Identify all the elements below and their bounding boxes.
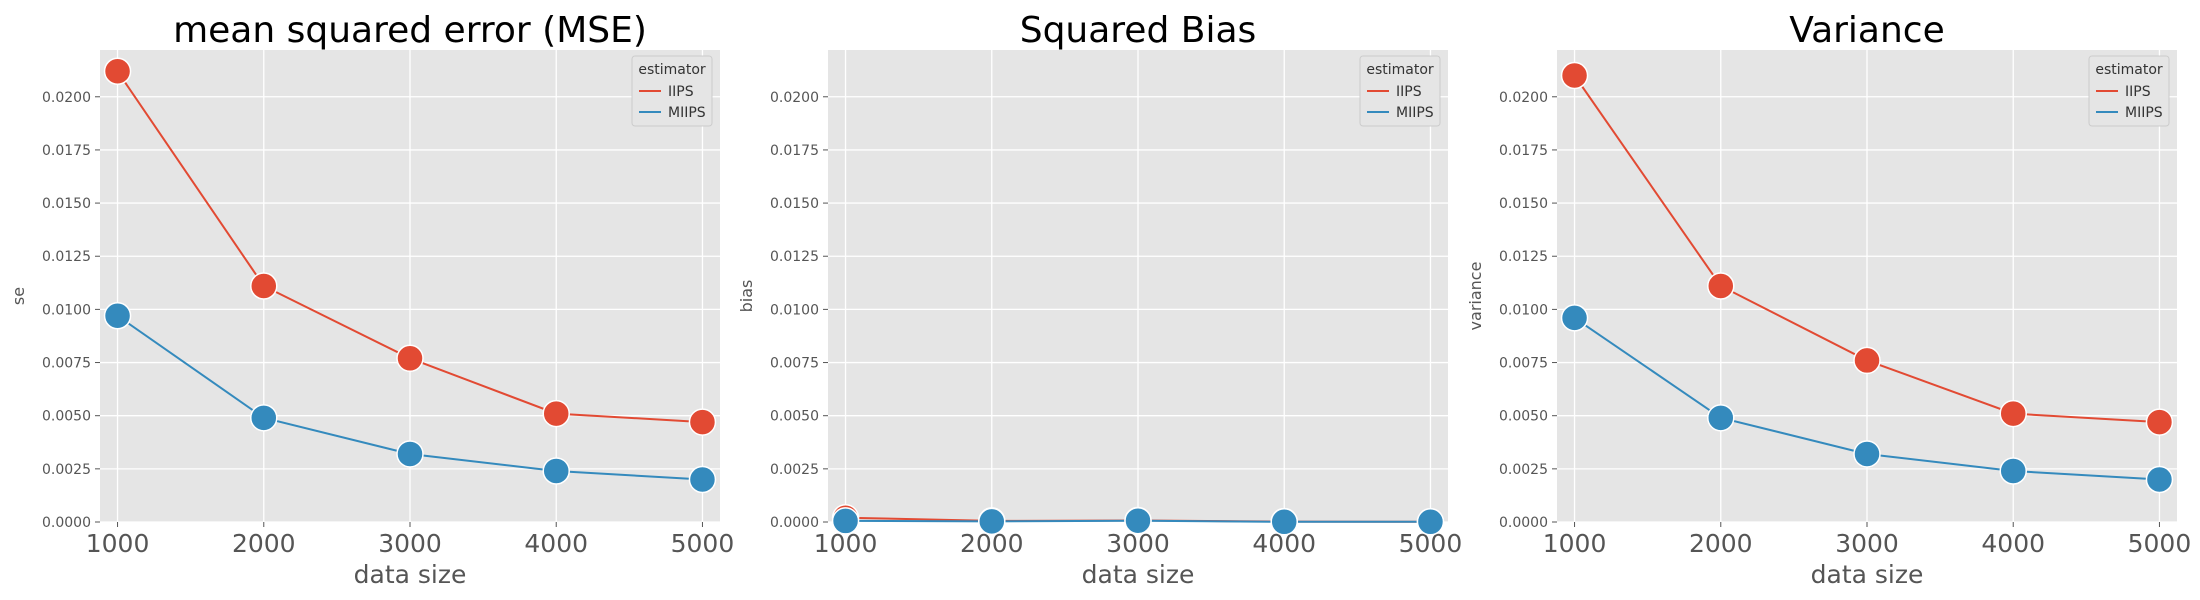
panel-2-series-miips-point xyxy=(1416,508,1445,536)
panel-1-ytick-label: 0.0025 xyxy=(42,462,91,478)
panel-2-ytick-label: 0.0075 xyxy=(770,356,819,372)
panel-1-series-iips-point xyxy=(688,408,717,436)
panel-3-series-miips-point xyxy=(2145,465,2174,494)
panel-3-series-miips-point xyxy=(1560,304,1589,332)
panel-3: 0.0000 0.0025 0.0050 0.0075 0.0100 0.0125 0.01… xyxy=(1466,10,2191,589)
panel-1-yaxis-label: se xyxy=(9,287,28,305)
panel-2-title: Squared Bias xyxy=(1020,10,1257,51)
panel-3-legend-title: estimator xyxy=(2095,62,2163,78)
panel-3-title: Variance xyxy=(1789,10,1945,51)
panel-3-series-iips-point xyxy=(1853,346,1881,375)
panel-1-series-miips-point xyxy=(396,440,424,468)
panel-1-series-miips-point xyxy=(103,302,132,330)
panel-2-legend-title: estimator xyxy=(1366,62,1434,78)
panel-1-series-miips-point xyxy=(542,457,570,485)
panel-3-legend-iips-label: IIPS xyxy=(2125,84,2151,100)
panel-1-xtick-label: 5000 xyxy=(671,529,735,558)
panel-3-legend-miips-label: MIIPS xyxy=(2125,105,2163,121)
panel-1-legend-title: estimator xyxy=(638,62,706,78)
panel-2-series-miips-point xyxy=(978,507,1006,536)
panel-1-legend: estimator IIPS MIIPS xyxy=(631,55,713,127)
panel-1-xtick-label: 1000 xyxy=(86,529,150,558)
panel-3-series-iips-point xyxy=(1560,61,1589,90)
panel-3-xtick-label: 2000 xyxy=(1689,529,1753,558)
panel-1-ytick-label: 0.0100 xyxy=(42,302,91,318)
panel-1-series-iips-point xyxy=(103,57,132,86)
panel-1-xtick-label: 4000 xyxy=(524,529,588,558)
panel-3-ytick-label: 0.0100 xyxy=(1499,302,1548,318)
panel-3-legend: estimator IIPS MIIPS xyxy=(2088,55,2170,127)
panel-1-ytick-label: 0.0050 xyxy=(42,409,91,425)
panel-3-ytick-label: 0.0125 xyxy=(1499,249,1548,265)
panel-3-yaxis-label: variance xyxy=(1466,262,1485,331)
panel-3-ytick-label: 0.0075 xyxy=(1499,356,1548,372)
panel-2-legend-box xyxy=(1359,55,1441,127)
panel-2-series-miips-point xyxy=(831,507,860,535)
panel-2-ytick-label: 0.0175 xyxy=(770,143,819,159)
panel-2-ytick-label: 0.0125 xyxy=(770,249,819,265)
panel-2-ytick-label: 0.0000 xyxy=(770,515,819,531)
panel-1-xtick-label: 3000 xyxy=(378,529,442,558)
panel-1-series-iips-point xyxy=(250,272,278,300)
panel-2-series-miips-point xyxy=(1270,508,1298,536)
panel-2-legend-miips-label: MIIPS xyxy=(1396,105,1434,121)
panel-1-ytick-label: 0.0125 xyxy=(42,249,91,265)
panel-1-series-iips-point xyxy=(396,344,424,373)
panel-1-ytick-label: 0.0000 xyxy=(42,515,91,531)
panel-1-xtick-label: 2000 xyxy=(232,529,296,558)
panel-3-ytick-label: 0.0150 xyxy=(1499,196,1548,212)
panel-1-xaxis-label: data size xyxy=(354,560,467,589)
panel-2: 0.0000 0.0025 0.0050 0.0075 0.0100 0.0125 0.01… xyxy=(737,10,1462,589)
panel-3-series-iips-point xyxy=(2145,408,2174,436)
panel-1-ytick-label: 0.0175 xyxy=(42,143,91,159)
panel-1: 0.0000 0.0025 0.0050 0.0075 0.0100 0.0125 0.01… xyxy=(9,10,734,589)
panel-1-series-miips-point xyxy=(688,465,717,494)
panel-1-title: mean squared error (MSE) xyxy=(173,10,647,51)
panel-3-series-miips-point xyxy=(1707,404,1735,432)
panel-3-legend-box xyxy=(2088,55,2170,127)
panel-1-legend-iips-label: IIPS xyxy=(668,84,694,100)
panel-2-ytick-label: 0.0050 xyxy=(770,409,819,425)
panel-3-ytick-label: 0.0025 xyxy=(1499,462,1548,478)
panel-3-xaxis-label: data size xyxy=(1811,560,1924,589)
panel-1-legend-miips-label: MIIPS xyxy=(668,105,706,121)
panel-1-legend-box xyxy=(631,55,713,127)
panel-3-ytick-label: 0.0175 xyxy=(1499,143,1548,159)
panel-2-yaxis-label: bias xyxy=(737,280,756,313)
panel-1-ytick-label: 0.0200 xyxy=(42,90,91,106)
panel-3-ytick-label: 0.0200 xyxy=(1499,90,1548,106)
panel-1-series-miips-point xyxy=(250,404,278,432)
panel-3-series-miips-point xyxy=(1999,457,2027,485)
panel-1-series-iips-point xyxy=(542,399,570,428)
panel-2-ytick-label: 0.0025 xyxy=(770,462,819,478)
panel-2-legend: estimator IIPS MIIPS xyxy=(1359,55,1441,127)
panel-1-ytick-label: 0.0075 xyxy=(42,356,91,372)
panel-2-legend-iips-label: IIPS xyxy=(1396,84,1422,100)
panel-3-xtick-label: 5000 xyxy=(2128,529,2192,558)
panel-3-xtick-label: 3000 xyxy=(1835,529,1899,558)
panel-3-series-iips-point xyxy=(1707,272,1735,300)
panel-3-xtick-label: 1000 xyxy=(1543,529,1607,558)
panel-3-ytick-label: 0.0000 xyxy=(1499,515,1548,531)
panel-3-xtick-label: 4000 xyxy=(1981,529,2045,558)
panel-2-xaxis-label: data size xyxy=(1082,560,1195,589)
panel-3-series-iips-point xyxy=(1999,399,2027,428)
panel-2-ytick-label: 0.0100 xyxy=(770,302,819,318)
panel-3-series-miips-point xyxy=(1853,440,1881,468)
panel-1-ytick-label: 0.0150 xyxy=(42,196,91,212)
panel-2-ytick-label: 0.0150 xyxy=(770,196,819,212)
panel-2-ytick-label: 0.0200 xyxy=(770,90,819,106)
panel-2-series-miips-point xyxy=(1124,506,1152,535)
panel-3-ytick-label: 0.0050 xyxy=(1499,409,1548,425)
